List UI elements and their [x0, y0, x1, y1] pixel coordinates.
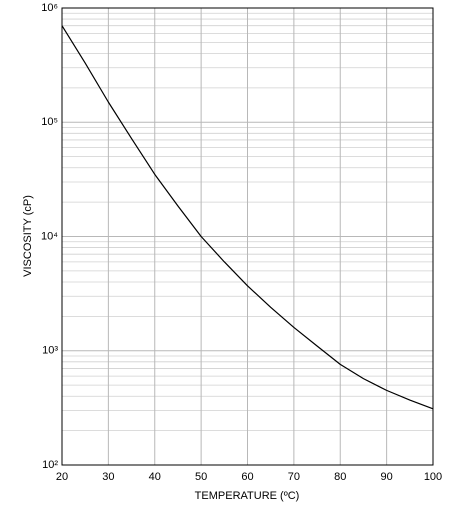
- x-tick-label: 70: [288, 471, 300, 483]
- plot-frame: [61, 7, 434, 466]
- y-axis-label: VISCOSITY (cP): [22, 195, 34, 277]
- x-tick-label: 20: [56, 471, 68, 483]
- y-tick-label: 10²: [42, 459, 58, 471]
- x-tick-label: 80: [334, 471, 346, 483]
- x-axis-label: TEMPERATURE (ºC): [195, 490, 300, 502]
- line: [61, 25, 434, 410]
- y-tick-label: 10⁴: [41, 230, 58, 242]
- y-tick-label: 10³: [42, 345, 58, 357]
- x-tick-label: 30: [102, 471, 114, 483]
- x-tick-label: 40: [149, 471, 161, 483]
- x-tick-label: 100: [424, 471, 442, 483]
- x-tick-label: 60: [241, 471, 253, 483]
- x-tick-label: 50: [195, 471, 207, 483]
- y-tick-label: 10⁶: [41, 2, 58, 14]
- x-tick-label: 90: [381, 471, 393, 483]
- y-tick-label: 10⁵: [41, 116, 58, 128]
